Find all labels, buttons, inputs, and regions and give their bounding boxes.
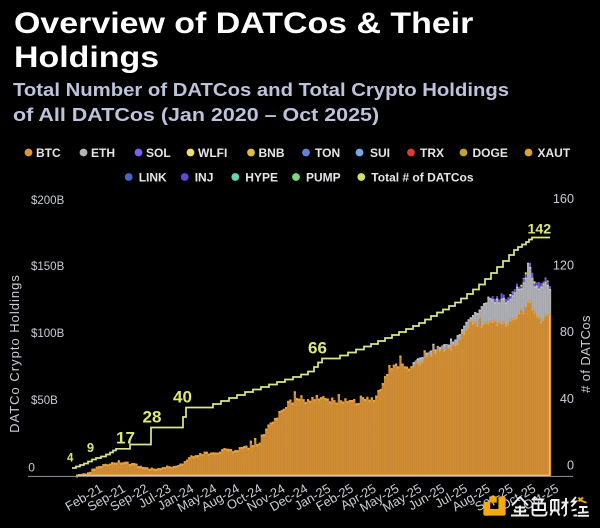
svg-text:80: 80 <box>560 325 574 339</box>
svg-text:$150B: $150B <box>31 261 65 273</box>
svg-text:BTC: BTC <box>36 146 61 160</box>
svg-text:$50B: $50B <box>31 395 58 407</box>
svg-text:28: 28 <box>143 408 162 427</box>
svg-text:DOGE: DOGE <box>473 146 508 160</box>
svg-text:17: 17 <box>116 429 135 448</box>
svg-text:DATCo Crypto Holdings: DATCo Crypto Holdings <box>7 274 22 433</box>
svg-text:9: 9 <box>87 440 94 455</box>
svg-text:40: 40 <box>560 392 574 406</box>
svg-text:66: 66 <box>308 339 327 358</box>
svg-text:4: 4 <box>67 452 74 464</box>
svg-text:0: 0 <box>567 459 574 473</box>
svg-text:BNB: BNB <box>259 146 285 160</box>
svg-text:SOL: SOL <box>146 146 171 160</box>
svg-text:HYPE: HYPE <box>245 171 278 185</box>
svg-text:# of DATCos: # of DATCos <box>578 315 593 393</box>
svg-text:SUI: SUI <box>370 146 390 160</box>
svg-text:LINK: LINK <box>139 171 167 185</box>
svg-text:XAUT: XAUT <box>538 146 571 160</box>
svg-text:$200B: $200B <box>31 195 65 207</box>
svg-text:Total # of DATCos: Total # of DATCos <box>371 171 474 185</box>
svg-text:PUMP: PUMP <box>306 171 341 185</box>
svg-text:WLFI: WLFI <box>198 146 227 160</box>
svg-text:40: 40 <box>173 388 192 407</box>
svg-text:TRX: TRX <box>420 146 444 160</box>
svg-text:ETH: ETH <box>91 146 115 160</box>
svg-text:TON: TON <box>315 146 340 160</box>
svg-text:0: 0 <box>28 461 35 475</box>
svg-text:INJ: INJ <box>195 171 214 185</box>
svg-text:142: 142 <box>527 222 551 238</box>
svg-text:120: 120 <box>553 259 574 273</box>
svg-text:160: 160 <box>553 192 574 206</box>
svg-text:$100B: $100B <box>31 328 65 340</box>
